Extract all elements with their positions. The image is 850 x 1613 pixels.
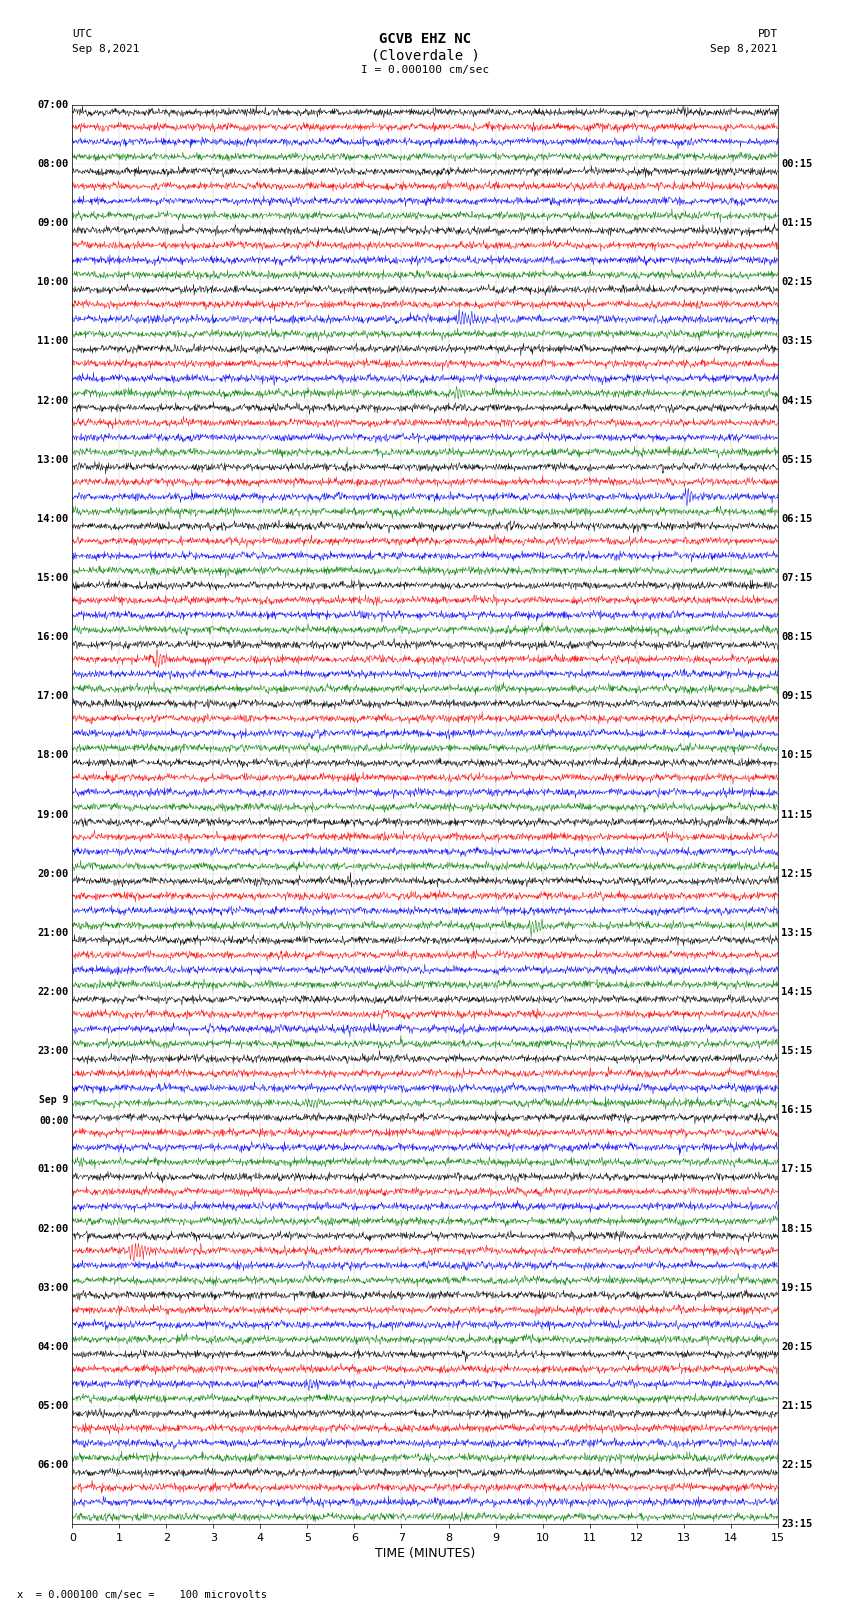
Text: 17:00: 17:00 (37, 692, 69, 702)
Text: 16:00: 16:00 (37, 632, 69, 642)
Text: 19:00: 19:00 (37, 810, 69, 819)
Text: 23:00: 23:00 (37, 1047, 69, 1057)
Text: 08:15: 08:15 (781, 632, 813, 642)
Text: 06:15: 06:15 (781, 515, 813, 524)
Text: 02:15: 02:15 (781, 277, 813, 287)
Text: 00:00: 00:00 (39, 1116, 69, 1126)
Text: 23:15: 23:15 (781, 1519, 813, 1529)
Text: 18:15: 18:15 (781, 1224, 813, 1234)
Text: 22:00: 22:00 (37, 987, 69, 997)
Text: 04:15: 04:15 (781, 395, 813, 405)
Text: 08:00: 08:00 (37, 160, 69, 169)
Text: 11:00: 11:00 (37, 337, 69, 347)
Text: UTC: UTC (72, 29, 93, 39)
Text: 14:00: 14:00 (37, 515, 69, 524)
Text: 13:00: 13:00 (37, 455, 69, 465)
Text: 03:15: 03:15 (781, 337, 813, 347)
Text: x  = 0.000100 cm/sec =    100 microvolts: x = 0.000100 cm/sec = 100 microvolts (17, 1590, 267, 1600)
Text: (Cloverdale ): (Cloverdale ) (371, 48, 479, 63)
Text: 21:00: 21:00 (37, 927, 69, 937)
X-axis label: TIME (MINUTES): TIME (MINUTES) (375, 1547, 475, 1560)
Text: 18:00: 18:00 (37, 750, 69, 760)
Text: 10:15: 10:15 (781, 750, 813, 760)
Text: 20:15: 20:15 (781, 1342, 813, 1352)
Text: 06:00: 06:00 (37, 1460, 69, 1469)
Text: 07:15: 07:15 (781, 573, 813, 582)
Text: GCVB EHZ NC: GCVB EHZ NC (379, 32, 471, 47)
Text: 03:00: 03:00 (37, 1282, 69, 1292)
Text: 22:15: 22:15 (781, 1460, 813, 1469)
Text: 16:15: 16:15 (781, 1105, 813, 1115)
Text: 01:00: 01:00 (37, 1165, 69, 1174)
Text: Sep 8,2021: Sep 8,2021 (72, 44, 139, 53)
Text: 13:15: 13:15 (781, 927, 813, 937)
Text: 09:00: 09:00 (37, 218, 69, 227)
Text: 04:00: 04:00 (37, 1342, 69, 1352)
Text: 15:00: 15:00 (37, 573, 69, 582)
Text: 00:15: 00:15 (781, 160, 813, 169)
Text: 10:00: 10:00 (37, 277, 69, 287)
Text: 11:15: 11:15 (781, 810, 813, 819)
Text: 07:00: 07:00 (37, 100, 69, 110)
Text: 12:15: 12:15 (781, 869, 813, 879)
Text: Sep 8,2021: Sep 8,2021 (711, 44, 778, 53)
Text: PDT: PDT (757, 29, 778, 39)
Text: 17:15: 17:15 (781, 1165, 813, 1174)
Text: 05:00: 05:00 (37, 1402, 69, 1411)
Text: 15:15: 15:15 (781, 1047, 813, 1057)
Text: 14:15: 14:15 (781, 987, 813, 997)
Text: 01:15: 01:15 (781, 218, 813, 227)
Text: 20:00: 20:00 (37, 869, 69, 879)
Text: I = 0.000100 cm/sec: I = 0.000100 cm/sec (361, 65, 489, 74)
Text: 19:15: 19:15 (781, 1282, 813, 1292)
Text: 12:00: 12:00 (37, 395, 69, 405)
Text: Sep 9: Sep 9 (39, 1095, 69, 1105)
Text: 02:00: 02:00 (37, 1224, 69, 1234)
Text: 05:15: 05:15 (781, 455, 813, 465)
Text: 21:15: 21:15 (781, 1402, 813, 1411)
Text: 09:15: 09:15 (781, 692, 813, 702)
